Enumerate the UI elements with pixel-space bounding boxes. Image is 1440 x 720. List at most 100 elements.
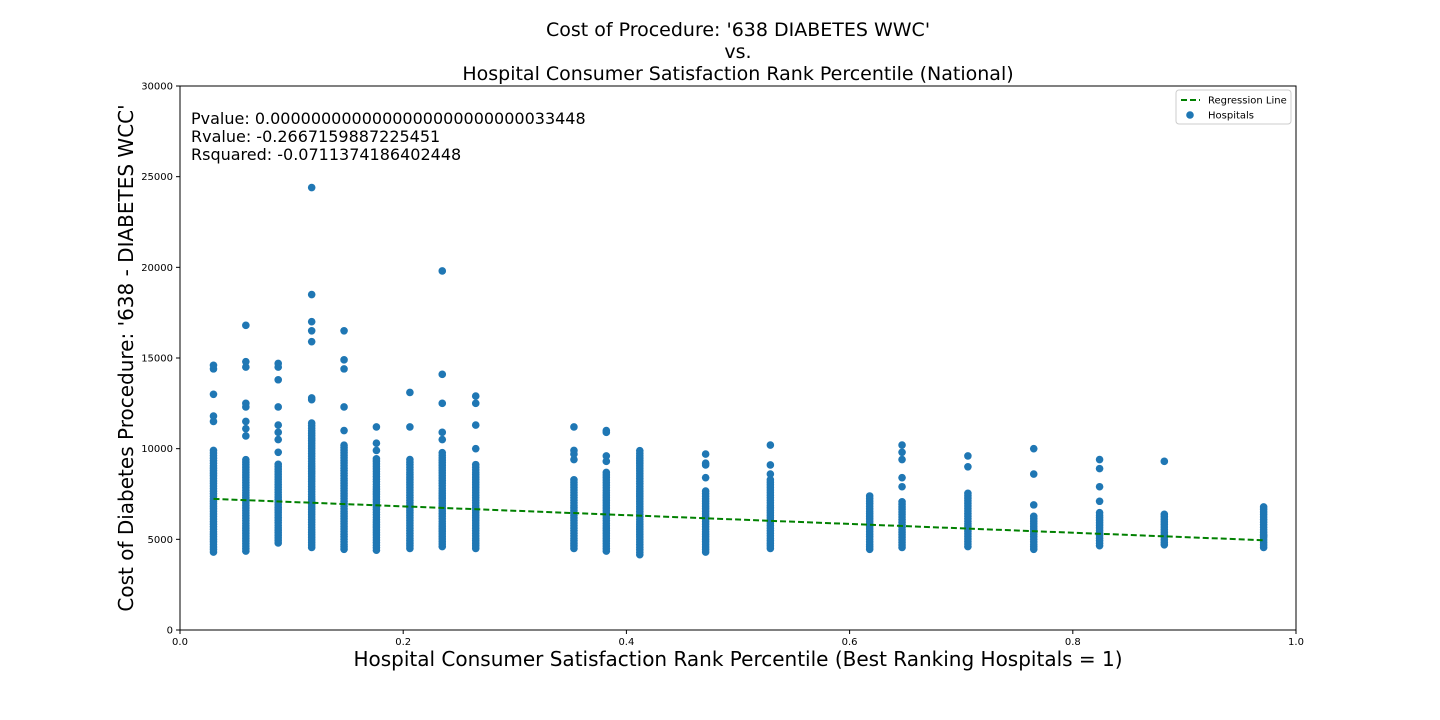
legend-hospitals-swatch bbox=[1186, 111, 1194, 119]
data-point bbox=[1160, 510, 1169, 519]
x-tick-label: 0.0 bbox=[172, 637, 188, 648]
data-point bbox=[372, 439, 381, 448]
y-tick-label: 5000 bbox=[148, 535, 173, 546]
data-point bbox=[340, 426, 348, 435]
data-point bbox=[242, 417, 250, 426]
data-point bbox=[209, 412, 218, 420]
legend-regression-label: Regression Line bbox=[1208, 96, 1287, 107]
data-point bbox=[242, 424, 250, 433]
data-point bbox=[242, 321, 250, 330]
data-point bbox=[602, 457, 611, 466]
data-point bbox=[340, 403, 348, 411]
data-point bbox=[307, 327, 316, 335]
data-point bbox=[766, 470, 775, 478]
data-point bbox=[438, 428, 447, 437]
x-tick-label: 0.4 bbox=[618, 637, 634, 648]
data-point bbox=[274, 460, 283, 469]
y-tick-label: 15000 bbox=[141, 354, 173, 365]
data-point bbox=[1029, 444, 1038, 453]
data-point bbox=[209, 390, 218, 399]
data-point bbox=[340, 365, 348, 373]
data-point bbox=[438, 399, 447, 408]
data-point bbox=[242, 363, 250, 371]
data-point bbox=[307, 183, 316, 192]
data-point bbox=[701, 473, 710, 482]
data-point bbox=[307, 419, 316, 427]
data-point bbox=[274, 435, 283, 444]
data-point bbox=[1259, 531, 1268, 540]
data-point bbox=[438, 435, 447, 444]
data-point bbox=[602, 452, 611, 460]
legend-hospitals-label: Hospitals bbox=[1208, 111, 1254, 122]
data-point bbox=[766, 476, 775, 484]
data-point bbox=[242, 399, 250, 408]
data-point bbox=[1029, 512, 1038, 521]
data-point bbox=[1095, 482, 1104, 491]
rsquared-text: Rsquared: -0.0711374186402448 bbox=[191, 145, 461, 164]
scatter-points bbox=[209, 183, 1268, 559]
data-point bbox=[865, 492, 874, 500]
chart-title-line-2: vs. bbox=[724, 41, 751, 63]
data-point bbox=[570, 455, 578, 464]
data-point bbox=[1095, 508, 1104, 517]
data-point bbox=[307, 394, 316, 402]
data-point bbox=[340, 441, 348, 450]
x-tick-label: 0.8 bbox=[1065, 637, 1081, 648]
x-axis: 0.0 0.2 0.4 0.6 0.8 1.0 bbox=[172, 630, 1304, 648]
y-tick-label: 20000 bbox=[141, 263, 173, 274]
data-point bbox=[406, 388, 414, 397]
pvalue-text: Pvalue: 0.000000000000000000000000003344… bbox=[191, 109, 586, 128]
chart-title-line-3: Hospital Consumer Satisfaction Rank Perc… bbox=[462, 63, 1013, 85]
y-axis: 0 5000 10000 15000 20000 25000 30000 bbox=[141, 82, 180, 637]
data-point bbox=[766, 461, 775, 469]
data-point bbox=[898, 441, 906, 449]
data-point bbox=[701, 450, 710, 458]
data-point bbox=[274, 421, 283, 429]
data-point bbox=[964, 463, 972, 471]
data-point bbox=[898, 473, 906, 482]
data-point bbox=[898, 482, 906, 491]
data-point bbox=[570, 446, 578, 455]
legend-box bbox=[1175, 89, 1292, 125]
legend: Regression Line Hospitals bbox=[1175, 89, 1292, 125]
data-point bbox=[1259, 503, 1268, 511]
data-point bbox=[471, 399, 480, 408]
data-point bbox=[471, 392, 480, 400]
data-point bbox=[340, 327, 348, 335]
data-point bbox=[898, 455, 906, 464]
regression-line bbox=[213, 497, 1264, 542]
data-point bbox=[602, 426, 611, 435]
data-point bbox=[766, 441, 775, 449]
data-point bbox=[1095, 464, 1104, 473]
x-axis-label: Hospital Consumer Satisfaction Rank Perc… bbox=[353, 647, 1122, 671]
data-point bbox=[1029, 501, 1038, 509]
data-point bbox=[471, 444, 480, 453]
y-tick-label: 30000 bbox=[141, 82, 173, 93]
rvalue-text: Rvalue: -0.2667159887225451 bbox=[191, 127, 440, 146]
data-point bbox=[307, 337, 316, 346]
data-point bbox=[898, 497, 906, 506]
chart-title-line-1: Cost of Procedure: '638 DIABETES WWC' bbox=[546, 19, 930, 41]
data-point bbox=[898, 448, 906, 457]
data-point bbox=[471, 421, 480, 429]
data-point bbox=[209, 361, 218, 370]
data-point bbox=[307, 317, 316, 326]
data-point bbox=[274, 428, 283, 437]
y-tick-label: 10000 bbox=[141, 444, 173, 455]
data-point bbox=[406, 423, 414, 431]
regression-line-group bbox=[213, 497, 1264, 542]
data-point bbox=[471, 460, 480, 469]
data-point bbox=[242, 455, 250, 464]
data-point bbox=[701, 487, 710, 495]
data-point bbox=[570, 476, 578, 484]
x-tick-label: 0.2 bbox=[395, 637, 411, 648]
data-point bbox=[372, 446, 381, 455]
data-point bbox=[438, 448, 447, 457]
data-point bbox=[340, 356, 348, 364]
data-point bbox=[372, 455, 381, 463]
data-point bbox=[274, 375, 283, 384]
data-point bbox=[438, 370, 447, 379]
data-point bbox=[372, 423, 381, 431]
x-tick-label: 1.0 bbox=[1288, 637, 1304, 648]
